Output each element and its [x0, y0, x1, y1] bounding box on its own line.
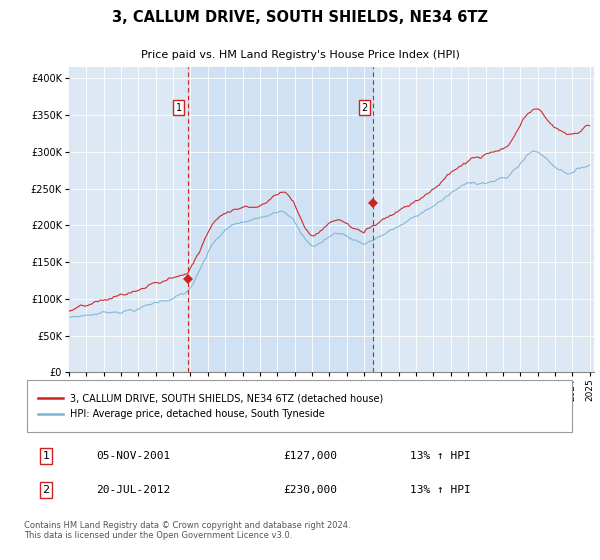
FancyBboxPatch shape — [27, 380, 572, 432]
Text: £127,000: £127,000 — [283, 451, 337, 461]
Text: 2: 2 — [43, 485, 50, 495]
Text: 20-JUL-2012: 20-JUL-2012 — [96, 485, 170, 495]
Text: 13% ↑ HPI: 13% ↑ HPI — [410, 451, 471, 461]
Text: £230,000: £230,000 — [283, 485, 337, 495]
Legend: 3, CALLUM DRIVE, SOUTH SHIELDS, NE34 6TZ (detached house), HPI: Average price, d: 3, CALLUM DRIVE, SOUTH SHIELDS, NE34 6TZ… — [34, 389, 388, 423]
Text: 05-NOV-2001: 05-NOV-2001 — [96, 451, 170, 461]
Text: 13% ↑ HPI: 13% ↑ HPI — [410, 485, 471, 495]
Text: 1: 1 — [43, 451, 50, 461]
Text: 1: 1 — [176, 102, 182, 113]
Text: 3, CALLUM DRIVE, SOUTH SHIELDS, NE34 6TZ: 3, CALLUM DRIVE, SOUTH SHIELDS, NE34 6TZ — [112, 10, 488, 25]
Bar — [188, 67, 373, 372]
Text: 2: 2 — [362, 102, 368, 113]
Text: Price paid vs. HM Land Registry's House Price Index (HPI): Price paid vs. HM Land Registry's House … — [140, 50, 460, 60]
Text: Contains HM Land Registry data © Crown copyright and database right 2024.
This d: Contains HM Land Registry data © Crown c… — [24, 521, 350, 540]
